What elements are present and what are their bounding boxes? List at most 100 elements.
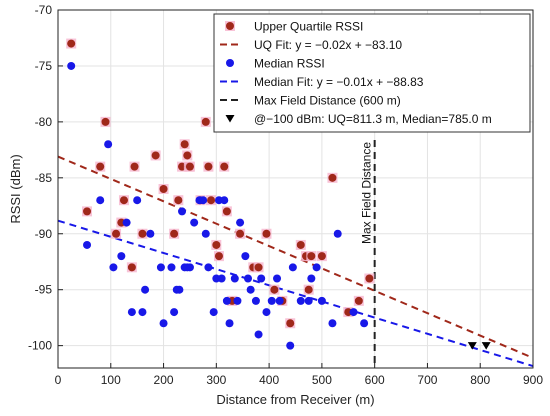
median-point xyxy=(185,263,194,272)
uq-point xyxy=(159,185,168,193)
y-tick-label: -75 xyxy=(35,59,53,73)
uq-point xyxy=(119,196,128,205)
median-point xyxy=(104,140,113,149)
uq-point xyxy=(270,285,279,294)
uq-point xyxy=(304,285,313,294)
median-point xyxy=(138,308,147,317)
uq-point xyxy=(138,229,147,238)
median-point xyxy=(267,296,276,305)
uq-point xyxy=(180,140,189,149)
uq-point xyxy=(236,229,245,238)
median-point xyxy=(244,274,252,283)
uq-point xyxy=(296,240,305,249)
uq-point xyxy=(174,196,183,205)
median-point xyxy=(273,274,282,283)
x-tick-label: 700 xyxy=(417,373,437,387)
median-point xyxy=(222,296,231,305)
legend-swatch-point xyxy=(226,59,234,67)
crossing-marker xyxy=(467,342,477,350)
max-field-distance-annotation: Max Field Distance xyxy=(360,142,374,244)
median-point xyxy=(156,263,165,272)
crossing-marker xyxy=(481,342,491,350)
legend-swatch-point xyxy=(226,22,234,30)
x-tick-label: 800 xyxy=(470,373,490,387)
uq-point xyxy=(130,162,139,171)
plot-frame xyxy=(57,9,534,369)
median-point xyxy=(199,196,208,205)
median-point xyxy=(201,229,210,238)
median-point xyxy=(296,296,305,305)
uq-point xyxy=(307,252,316,261)
uq-point xyxy=(67,39,76,48)
median-point xyxy=(246,285,255,294)
uq-point xyxy=(222,207,231,216)
median-point xyxy=(167,263,176,272)
median-point xyxy=(333,229,342,238)
median-point xyxy=(233,296,242,305)
uq-point xyxy=(262,229,271,238)
median-point xyxy=(220,196,229,205)
uq-point xyxy=(328,173,337,182)
median-point xyxy=(170,308,179,317)
median-point xyxy=(254,330,263,339)
plot-data xyxy=(57,38,534,368)
uq-point xyxy=(317,252,326,261)
axis-ticks: 0 100 200 300 400 500 600 700 800 900 -100 -95 -90 -8… xyxy=(28,3,543,387)
x-tick-label: 400 xyxy=(259,373,279,387)
median-point xyxy=(257,274,266,283)
median-point xyxy=(349,308,358,317)
median-point xyxy=(178,207,187,216)
uq-point xyxy=(207,196,216,205)
median-point xyxy=(146,229,155,238)
x-axis-label: Distance from Receiver (m) xyxy=(216,392,374,407)
median-point xyxy=(312,263,321,272)
uq-point xyxy=(83,207,92,216)
median-point xyxy=(317,296,326,305)
median-point xyxy=(230,274,239,283)
median-point xyxy=(175,285,184,294)
median-fit-line xyxy=(57,219,534,368)
uq-point xyxy=(127,263,136,272)
y-tick-label: -100 xyxy=(28,339,52,353)
x-tick-label: 100 xyxy=(101,373,121,387)
y-tick-label: -80 xyxy=(35,115,53,129)
uq-point xyxy=(170,229,179,238)
uq-point xyxy=(204,162,213,171)
legend-entry-label: Median Fit: y = −0.01x + −88.83 xyxy=(254,75,424,89)
median-point xyxy=(127,308,136,317)
uq-point xyxy=(365,274,374,283)
y-tick-label: -70 xyxy=(35,3,53,17)
uq-point xyxy=(286,319,295,328)
median-point xyxy=(217,274,226,283)
uq-fit-line xyxy=(57,155,534,359)
uq-point xyxy=(220,162,229,171)
x-tick-label: 200 xyxy=(154,373,174,387)
uq-point xyxy=(96,162,105,171)
y-tick-label: -95 xyxy=(35,283,53,297)
y-tick-label: -90 xyxy=(35,227,53,241)
legend-entry-label: Median RSSI xyxy=(254,57,325,71)
median-point xyxy=(117,252,126,261)
median-point xyxy=(67,61,76,70)
median-point xyxy=(360,319,369,328)
uq-point xyxy=(151,151,160,160)
x-tick-label: 900 xyxy=(523,373,543,387)
y-tick-label: -85 xyxy=(35,171,53,185)
median-point xyxy=(109,263,118,272)
legend-box xyxy=(213,13,531,133)
legend-entry-label: Max Field Distance (600 m) xyxy=(254,94,401,108)
median-point xyxy=(122,218,131,227)
uq-point xyxy=(214,252,223,261)
uq-point xyxy=(212,240,221,249)
uq-point xyxy=(254,263,263,272)
uq-point xyxy=(101,117,110,126)
median-point xyxy=(241,252,250,261)
median-point xyxy=(304,296,313,305)
median-point xyxy=(209,308,218,317)
median-point xyxy=(225,319,234,328)
median-point xyxy=(275,296,284,305)
x-tick-label: 0 xyxy=(55,373,62,387)
median-point xyxy=(190,218,199,227)
uq-point xyxy=(354,296,363,305)
